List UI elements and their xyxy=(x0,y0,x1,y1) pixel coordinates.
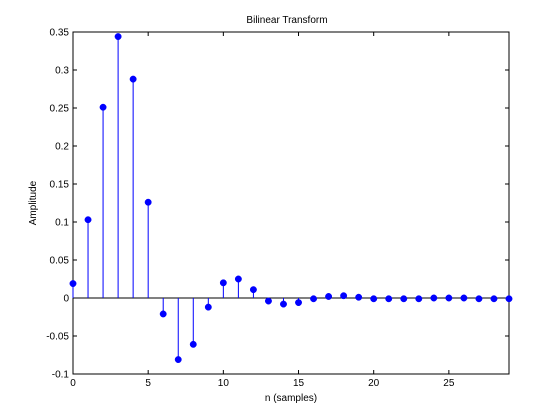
plot-frame xyxy=(72,31,510,375)
stem-marker xyxy=(295,299,302,307)
stem-marker xyxy=(249,286,257,294)
data-stems xyxy=(69,33,513,364)
x-tick-label: 5 xyxy=(145,378,151,389)
axis-ticks: 0 5 10 15 20 25 -0.1 -0.05 0 0.05 0.1 0.15 0.2 0.25 0.… xyxy=(46,28,509,389)
x-tick-label: 25 xyxy=(443,378,455,389)
stem-marker xyxy=(219,279,227,287)
stem-marker xyxy=(310,295,318,303)
x-tick-label: 15 xyxy=(293,378,305,389)
stem-marker xyxy=(69,280,77,288)
stem-marker xyxy=(475,295,483,303)
y-tick-label: 0.05 xyxy=(50,256,70,267)
stem-marker xyxy=(280,300,287,308)
x-tick-label: 0 xyxy=(70,378,76,389)
x-tick-label: 20 xyxy=(368,378,380,389)
stem-marker xyxy=(400,295,408,303)
stem-marker xyxy=(505,295,513,303)
stem-marker xyxy=(204,303,212,311)
stem-marker xyxy=(189,340,197,348)
stem-marker xyxy=(159,310,167,318)
y-tick-label: 0.1 xyxy=(55,218,69,229)
y-tick-label: 0.3 xyxy=(55,66,69,77)
stem-marker xyxy=(84,216,92,224)
stem-marker xyxy=(385,295,393,303)
y-tick-label: 0.15 xyxy=(50,180,70,191)
y-tick-label: -0.1 xyxy=(52,370,70,381)
stem-marker xyxy=(144,198,152,206)
stem-marker xyxy=(264,297,272,305)
stem-marker xyxy=(430,294,438,302)
y-tick-label: 0 xyxy=(63,294,69,305)
stem-marker xyxy=(114,33,122,41)
y-axis-label: Amplitude xyxy=(28,180,39,225)
stem-marker xyxy=(325,293,333,300)
y-tick-label: 0.25 xyxy=(50,104,70,115)
stem-marker xyxy=(445,294,453,302)
y-tick-label: 0.2 xyxy=(55,142,69,153)
x-axis-label: n (samples) xyxy=(265,393,317,404)
stem-marker xyxy=(129,75,137,83)
y-tick-label: 0.35 xyxy=(50,28,70,39)
y-tick-label: -0.05 xyxy=(46,332,69,343)
stem-marker xyxy=(340,292,348,300)
stem-marker xyxy=(370,295,378,303)
chart-title: Bilinear Transform xyxy=(246,15,327,26)
stem-marker xyxy=(99,103,107,111)
stem-marker xyxy=(415,295,423,303)
stem-marker xyxy=(460,294,468,302)
x-tick-label: 10 xyxy=(218,378,230,389)
stem-marker xyxy=(355,293,363,301)
stem-marker xyxy=(490,295,498,303)
stem-marker xyxy=(234,275,242,283)
stem-marker xyxy=(174,356,182,364)
